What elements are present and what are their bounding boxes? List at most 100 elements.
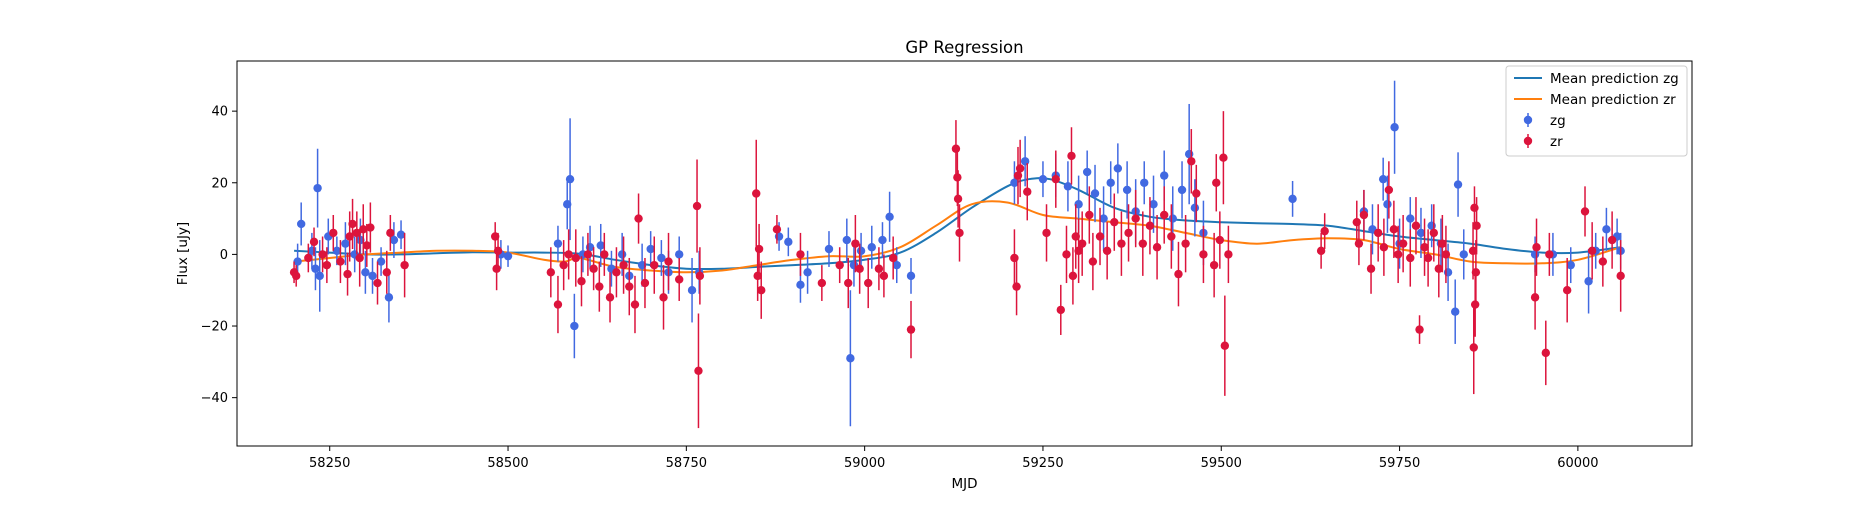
x-tick-label: 58250 <box>309 456 350 471</box>
zr-data-point <box>1530 293 1540 302</box>
zg-data-point <box>570 321 579 331</box>
zr-data-point <box>1389 225 1399 234</box>
zr-data-point <box>1023 187 1032 196</box>
zr-data-point <box>906 325 916 334</box>
zr-data-point <box>1067 151 1076 161</box>
zr-data-point <box>1469 343 1478 352</box>
zg-data-point <box>892 260 901 270</box>
zr-data-point <box>1438 239 1447 248</box>
zr-data-point <box>1085 210 1094 220</box>
zr-data-point <box>1056 305 1065 315</box>
zr-data-point <box>1088 257 1098 266</box>
zg-data-point <box>1406 214 1415 223</box>
zg-data-point <box>1122 185 1132 195</box>
zr-data-point <box>1316 246 1326 256</box>
zr-data-point <box>1423 253 1433 263</box>
legend-label-zr: zr <box>1550 134 1563 150</box>
y-tick-label: 0 <box>220 248 228 263</box>
legend: Mean prediction zg Mean prediction zr zg… <box>1505 65 1688 157</box>
zr-data-point <box>553 300 563 309</box>
zr-data-point <box>1598 257 1608 266</box>
zr-data-point <box>1110 217 1119 227</box>
zg-data-point <box>1416 228 1426 238</box>
zg-data-point <box>1160 171 1169 180</box>
zr-data-point <box>1138 239 1148 248</box>
legend-marker-dot <box>1523 136 1533 146</box>
zg-data-point <box>846 354 855 363</box>
zr-data-point <box>359 225 368 234</box>
zr-data-point <box>1187 157 1196 166</box>
legend-label-mean-prediction-zg: Mean prediction zg <box>1550 71 1679 87</box>
zr-data-point <box>630 300 640 309</box>
zg-data-point <box>687 286 697 295</box>
x-tick-label: 58750 <box>666 456 707 471</box>
zg-data-point <box>311 264 320 273</box>
zg-data-point <box>313 183 322 193</box>
y-axis-label: Flux [uJy] <box>175 222 191 285</box>
zg-data-point <box>1459 250 1468 259</box>
zr-data-point <box>605 293 615 302</box>
zg-data-point <box>1584 277 1593 286</box>
zr-data-point <box>1071 232 1080 241</box>
zr-data-point <box>1224 250 1233 259</box>
zr-data-point <box>634 214 643 223</box>
zg-data-point <box>784 237 793 247</box>
zg-data-point <box>803 268 812 277</box>
legend-label-mean-prediction-zr: Mean prediction zr <box>1550 92 1676 108</box>
zr-data-point <box>619 260 628 270</box>
zr-data-point <box>1562 286 1572 295</box>
x-tick-label: 59250 <box>1022 456 1063 471</box>
zg-data-point <box>1190 203 1200 213</box>
zr-data-point <box>400 260 409 270</box>
zr-data-point <box>851 239 860 248</box>
legend-swatch-zg <box>1523 113 1533 127</box>
zr-data-point <box>1441 250 1451 259</box>
zr-data-point <box>796 250 805 259</box>
zr-data-point <box>600 250 609 259</box>
zr-data-point <box>386 228 395 238</box>
zr-data-point <box>1545 250 1554 259</box>
zg-data-point <box>1288 194 1297 204</box>
y-tick-label: −40 <box>201 391 228 406</box>
zr-data-point <box>583 250 593 259</box>
data-points <box>289 80 1625 429</box>
zr-data-point <box>874 264 884 273</box>
zg-data-point <box>341 239 350 248</box>
zg-data-point <box>1378 174 1388 184</box>
zr-data-point <box>1398 239 1408 248</box>
zr-data-point <box>844 278 853 288</box>
zr-data-point <box>752 189 761 198</box>
x-tick-label: 59750 <box>1379 456 1420 471</box>
zr-data-point <box>546 268 556 277</box>
zg-data-point <box>878 235 887 245</box>
zr-data-point <box>1472 221 1481 230</box>
x-axis-ticks: 58250 58500 58750 59000 59250 59500 59750 60000 <box>309 446 1599 471</box>
zg-data-point <box>1140 178 1149 187</box>
zr-data-point <box>373 278 382 288</box>
zr-data-point <box>953 194 963 204</box>
zr-data-point <box>1212 178 1221 187</box>
zg-data-point <box>1530 250 1540 259</box>
zg-data-point <box>361 268 370 277</box>
zg-data-point <box>1443 268 1453 277</box>
zr-data-point <box>1042 228 1051 238</box>
zg-data-point <box>796 280 805 290</box>
zr-data-point <box>1320 226 1329 236</box>
zr-data-point <box>1411 221 1421 230</box>
zg-data-point <box>1020 157 1030 166</box>
zg-data-point <box>1184 149 1194 159</box>
zr-data-point <box>362 241 372 250</box>
zr-data-point <box>1160 210 1169 220</box>
zr-data-point <box>640 278 650 288</box>
zr-data-point <box>1470 203 1479 213</box>
line-mean-prediction-zg <box>294 177 1621 271</box>
zr-data-point <box>1607 235 1617 245</box>
zr-data-point <box>835 260 844 270</box>
zr-data-point <box>589 264 598 273</box>
zg-data-point <box>384 293 394 302</box>
zr-data-point <box>304 253 313 263</box>
zr-data-point <box>817 278 827 288</box>
zg-data-point <box>657 253 666 263</box>
zr-data-point <box>1199 250 1208 259</box>
